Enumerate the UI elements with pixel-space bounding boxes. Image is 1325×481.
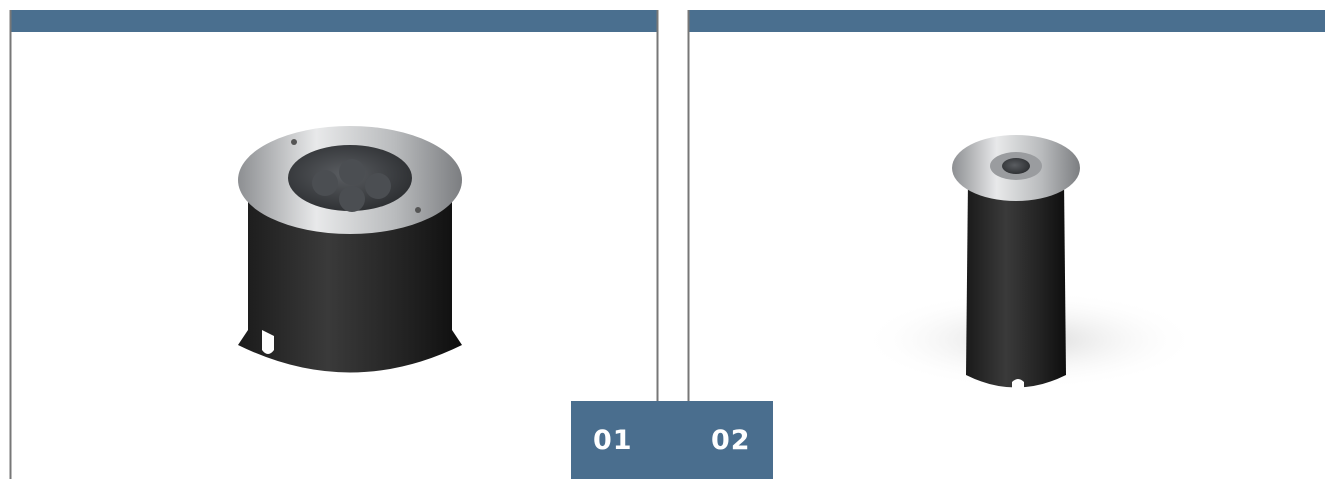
- tab[interactable]: 02: [711, 401, 751, 479]
- tab[interactable]: 01: [593, 401, 633, 479]
- panel-header: [688, 10, 1325, 32]
- panel-header: [10, 10, 658, 32]
- page: 01 02 (() => { const data = JSON.parse(d…: [0, 0, 1325, 479]
- product-image: [860, 135, 1200, 394]
- product-image: [238, 126, 462, 373]
